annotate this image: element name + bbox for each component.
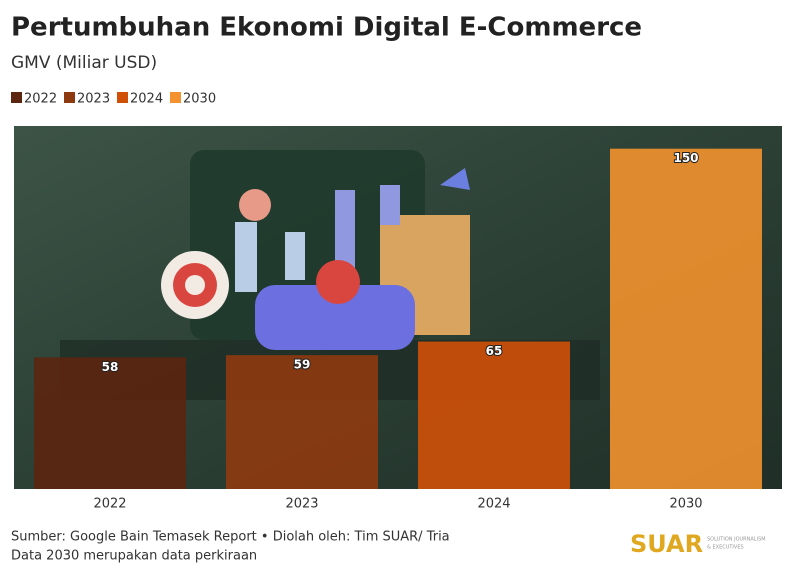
note: Data 2030 merupakan data perkiraan xyxy=(11,549,257,564)
logo-tagline: SOLUTION JOURNALISM xyxy=(707,537,766,543)
source: Sumber: Google Bain Temasek Report • Dio… xyxy=(11,530,450,545)
legend-swatch xyxy=(11,92,22,103)
value-label: 65 xyxy=(486,344,503,358)
value-label: 150 xyxy=(673,151,698,165)
logo: SUAR xyxy=(630,530,703,558)
bar xyxy=(418,341,570,489)
legend-swatch xyxy=(64,92,75,103)
legend-label: 2024 xyxy=(130,92,163,107)
legend: 2022 2023 2024 2030 xyxy=(11,92,216,107)
chart-title: Pertumbuhan Ekonomi Digital E-Commerce xyxy=(11,13,642,43)
x-tick-label: 2024 xyxy=(477,497,510,512)
legend-label: 2023 xyxy=(77,92,110,107)
legend-swatch xyxy=(117,92,128,103)
bar xyxy=(226,355,378,489)
logo-tagline: & EXECUTIVES xyxy=(707,545,744,551)
x-tick-label: 2022 xyxy=(93,497,126,512)
plot: 58 2022 59 2023 65 2024 150 2030 xyxy=(34,148,762,512)
value-label: 58 xyxy=(102,360,119,374)
legend-label: 2022 xyxy=(24,92,57,107)
bar xyxy=(34,357,186,489)
legend-label: 2030 xyxy=(183,92,216,107)
legend-swatch xyxy=(170,92,181,103)
x-tick-label: 2030 xyxy=(669,497,702,512)
value-label: 59 xyxy=(294,358,311,372)
bar xyxy=(610,148,762,489)
chart-subtitle: GMV (Miliar USD) xyxy=(11,53,157,73)
x-tick-label: 2023 xyxy=(285,497,318,512)
